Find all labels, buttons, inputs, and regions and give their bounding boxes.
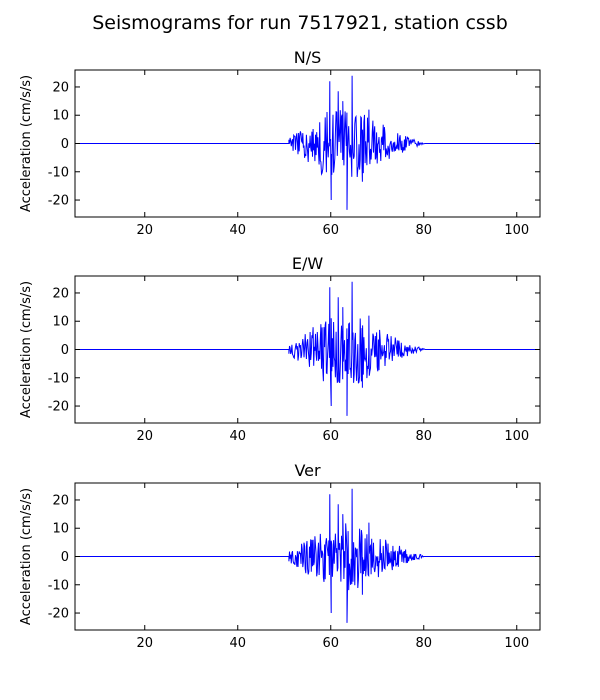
y-tick-label-ns-0: 0 <box>61 137 69 152</box>
x-tick-label-ver-40: 40 <box>229 636 246 651</box>
x-tick-label-ns-80: 80 <box>415 223 432 238</box>
x-tick-label-ver-60: 60 <box>322 636 339 651</box>
x-tick-label-ew-40: 40 <box>229 429 246 444</box>
x-tick-label-ew-80: 80 <box>415 429 432 444</box>
y-tick-label-ns--20: -20 <box>48 194 69 209</box>
y-tick-label-ew-10: 10 <box>52 315 69 330</box>
panel-title-ns: N/S <box>294 48 322 67</box>
y-tick-label-ew-20: 20 <box>52 286 69 301</box>
y-axis-label-ew: Acceleration (cm/s/s) <box>19 281 34 418</box>
y-tick-label-ns-10: 10 <box>52 109 69 124</box>
x-tick-label-ns-20: 20 <box>136 223 153 238</box>
y-tick-label-ew-0: 0 <box>61 343 69 358</box>
y-axis-label-ver: Acceleration (cm/s/s) <box>19 488 34 625</box>
y-tick-label-ns-20: 20 <box>52 80 69 95</box>
seismogram-trace-ver <box>75 488 540 623</box>
y-tick-label-ns--10: -10 <box>48 165 69 180</box>
figure-title: Seismograms for run 7517921, station css… <box>92 12 508 34</box>
x-tick-label-ew-20: 20 <box>136 429 153 444</box>
y-tick-label-ew--20: -20 <box>48 400 69 415</box>
x-tick-label-ns-40: 40 <box>229 223 246 238</box>
y-tick-label-ver--20: -20 <box>48 607 69 622</box>
panel-title-ew: E/W <box>292 254 324 273</box>
y-tick-label-ver-20: 20 <box>52 493 69 508</box>
x-tick-label-ver-80: 80 <box>415 636 432 651</box>
x-tick-label-ver-100: 100 <box>504 636 529 651</box>
x-tick-label-ns-60: 60 <box>322 223 339 238</box>
y-axis-label-ns: Acceleration (cm/s/s) <box>19 75 34 212</box>
x-tick-label-ns-100: 100 <box>504 223 529 238</box>
y-tick-label-ver-0: 0 <box>61 550 69 565</box>
panel-title-ver: Ver <box>294 461 321 480</box>
y-tick-label-ver-10: 10 <box>52 522 69 537</box>
x-tick-label-ver-20: 20 <box>136 636 153 651</box>
seismogram-trace-ns <box>75 75 540 210</box>
y-tick-label-ver--10: -10 <box>48 578 69 593</box>
x-tick-label-ew-60: 60 <box>322 429 339 444</box>
y-tick-label-ew--10: -10 <box>48 371 69 386</box>
seismogram-trace-ew <box>75 281 540 416</box>
x-tick-label-ew-100: 100 <box>504 429 529 444</box>
